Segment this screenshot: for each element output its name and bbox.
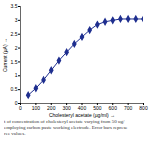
svg-text:400: 400 <box>78 105 87 111</box>
svg-text:0.5: 0.5 <box>11 86 18 92</box>
svg-text:1: 1 <box>15 72 18 78</box>
svg-text:100: 100 <box>32 105 41 111</box>
svg-text:500: 500 <box>93 105 102 111</box>
svg-text:0: 0 <box>19 105 22 111</box>
html-text:ree values.: ree values. <box>4 131 26 136</box>
svg-text:1.5: 1.5 <box>11 59 18 65</box>
svg-text:3.5: 3.5 <box>11 3 18 9</box>
svg-text:Current (µA) →: Current (µA) → <box>2 38 8 72</box>
svg-text:200: 200 <box>47 105 56 111</box>
html-text:t of concentration of choleste: t of concentration of cholesteryl acetat… <box>4 119 125 124</box>
svg-text:300: 300 <box>62 105 71 111</box>
svg-text:Cholesteryl acetate (µg/ml) →: Cholesteryl acetate (µg/ml) → <box>49 112 115 118</box>
svg-text:600: 600 <box>109 105 118 111</box>
svg-text:3: 3 <box>15 17 18 23</box>
svg-text:800: 800 <box>139 105 148 111</box>
svg-text:2.5: 2.5 <box>11 31 18 37</box>
svg-text:700: 700 <box>124 105 133 111</box>
svg-text:2: 2 <box>15 45 18 51</box>
svg-text:0: 0 <box>15 100 18 106</box>
html-text:employing carbon paste working: employing carbon paste working electrode… <box>4 125 128 130</box>
